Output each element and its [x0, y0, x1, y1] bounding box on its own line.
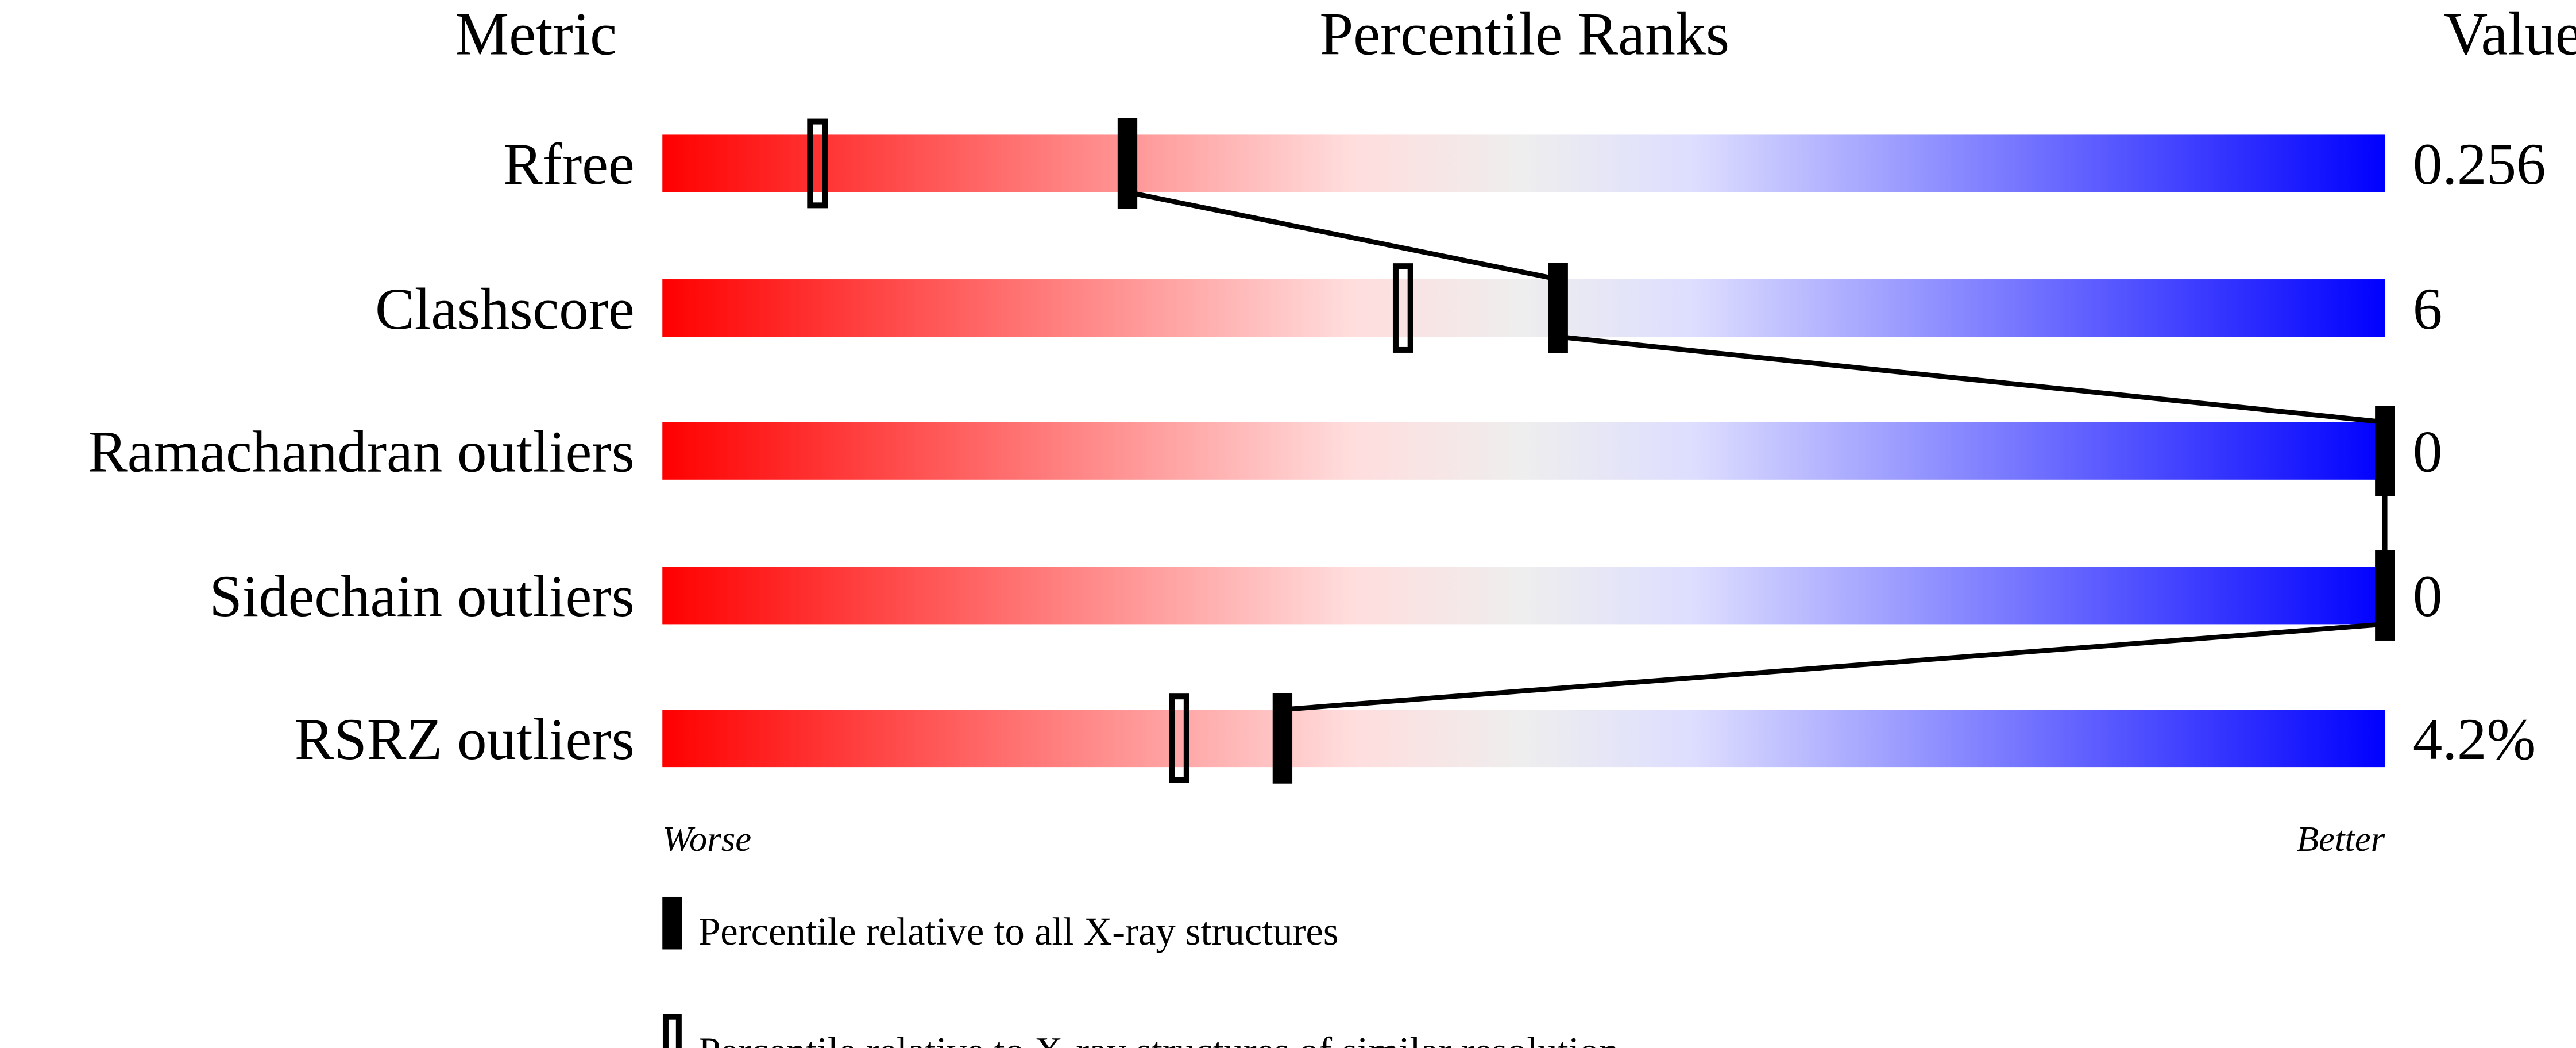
row-sidechain-outliers: Sidechain outliers 0 — [209, 550, 2442, 641]
metric-value: 6 — [2413, 276, 2442, 342]
header-value: Value — [2444, 0, 2576, 67]
row-ramachandran-outliers: Ramachandran outliers 0 — [88, 406, 2442, 496]
percentile-bar — [662, 567, 2385, 625]
metric-label: Clashscore — [375, 276, 635, 342]
header-metric: Metric — [455, 0, 617, 67]
connector-line — [1282, 622, 2385, 712]
row-rfree: Rfree 0.256 — [503, 118, 2546, 209]
metric-value: 4.2% — [2413, 707, 2536, 772]
metric-label: Rfree — [503, 132, 635, 197]
axis-label-worse: Worse — [662, 819, 751, 859]
metric-label: RSRZ outliers — [295, 707, 635, 772]
connector-line — [1558, 334, 2385, 425]
percentile-bar — [662, 279, 2385, 337]
axis-label-better: Better — [2297, 819, 2385, 859]
metric-value: 0.256 — [2413, 132, 2546, 197]
metric-label: Ramachandran outliers — [88, 419, 635, 485]
connector-line — [1127, 190, 1559, 282]
legend: Percentile relative to all X-ray structu… — [662, 896, 1619, 1048]
legend-open-label: Percentile relative to X-ray structures … — [698, 1030, 1619, 1048]
metric-value: 0 — [2413, 419, 2442, 485]
row-rsrz-outliers: RSRZ outliers 4.2% — [295, 693, 2536, 784]
marker-similar-resolution — [807, 118, 828, 209]
percentile-bar — [662, 422, 2385, 480]
percentile-bar — [662, 710, 2385, 768]
marker-similar-resolution — [1169, 693, 1189, 783]
metric-value: 0 — [2413, 564, 2442, 629]
metric-label: Sidechain outliers — [209, 564, 634, 629]
legend-filled-label: Percentile relative to all X-ray structu… — [698, 910, 1338, 953]
header-percentile: Percentile Ranks — [1319, 0, 1729, 67]
legend-filled-marker — [662, 896, 682, 950]
marker-similar-resolution — [1392, 263, 1413, 353]
legend-open-marker — [662, 1014, 682, 1048]
row-clashscore: Clashscore 6 — [375, 263, 2442, 353]
percentile-bar — [662, 134, 2385, 192]
